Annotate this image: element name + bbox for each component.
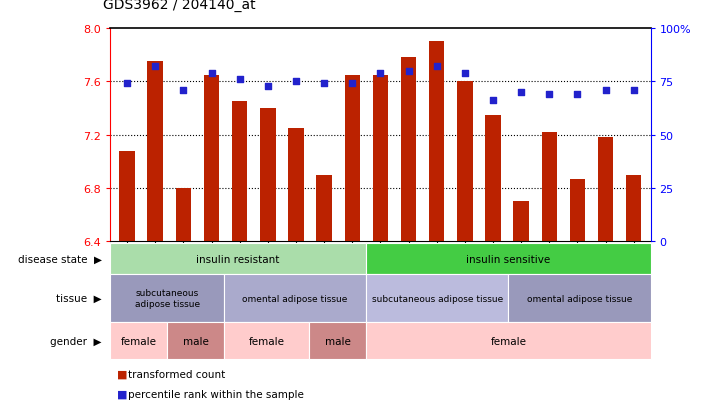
Bar (345, 76, 360, 242)
Text: tissue  ▶: tissue ▶ (56, 293, 102, 304)
Bar (457, 82, 473, 242)
Bar (260, 109, 276, 242)
Text: female: female (491, 336, 526, 346)
Bar (316, 175, 332, 242)
Bar (401, 58, 416, 242)
Bar (110, 275, 224, 322)
Text: male: male (325, 336, 351, 346)
Point (234, 77, 245, 83)
Text: omental adipose tissue: omental adipose tissue (242, 294, 348, 303)
Bar (366, 322, 651, 359)
Point (403, 68, 415, 75)
Bar (147, 62, 163, 242)
Bar (232, 102, 247, 242)
Point (262, 83, 274, 90)
Text: subcutaneous adipose tissue: subcutaneous adipose tissue (372, 294, 503, 303)
Bar (542, 133, 557, 242)
Bar (119, 151, 135, 242)
Point (122, 81, 133, 88)
Text: omental adipose tissue: omental adipose tissue (527, 294, 632, 303)
Point (628, 87, 639, 94)
Text: subcutaneous
adipose tissue: subcutaneous adipose tissue (134, 289, 200, 308)
Text: male: male (183, 336, 208, 346)
Point (149, 64, 161, 71)
Bar (485, 115, 501, 242)
Text: insulin resistant: insulin resistant (196, 254, 280, 264)
Bar (513, 202, 529, 242)
Text: GDS3962 / 204140_at: GDS3962 / 204140_at (103, 0, 256, 12)
Bar (626, 175, 641, 242)
Text: transformed count: transformed count (128, 369, 225, 379)
Text: female: female (249, 336, 284, 346)
Bar (167, 322, 224, 359)
Bar (176, 188, 191, 242)
Bar (366, 244, 651, 275)
Bar (224, 322, 309, 359)
Point (515, 89, 527, 96)
Bar (110, 244, 366, 275)
Point (600, 87, 611, 94)
Bar (288, 128, 304, 242)
Point (431, 64, 442, 71)
Text: ■: ■ (117, 369, 128, 379)
Point (178, 87, 189, 94)
Bar (508, 275, 651, 322)
Bar (373, 76, 388, 242)
Bar (224, 275, 366, 322)
Text: insulin sensitive: insulin sensitive (466, 254, 550, 264)
Point (543, 92, 555, 98)
Point (206, 70, 218, 77)
Point (346, 81, 358, 88)
Text: percentile rank within the sample: percentile rank within the sample (128, 389, 304, 399)
Point (319, 81, 330, 88)
Bar (309, 322, 366, 359)
Point (375, 70, 386, 77)
Point (572, 92, 583, 98)
Bar (204, 76, 219, 242)
Bar (598, 138, 614, 242)
Text: female: female (121, 336, 156, 346)
Point (487, 98, 498, 104)
Bar (429, 42, 444, 242)
Text: disease state  ▶: disease state ▶ (18, 254, 102, 264)
Text: gender  ▶: gender ▶ (50, 336, 102, 346)
Point (290, 79, 301, 85)
Bar (366, 275, 508, 322)
Text: ■: ■ (117, 389, 128, 399)
Bar (570, 179, 585, 242)
Bar (110, 322, 167, 359)
Point (459, 70, 471, 77)
